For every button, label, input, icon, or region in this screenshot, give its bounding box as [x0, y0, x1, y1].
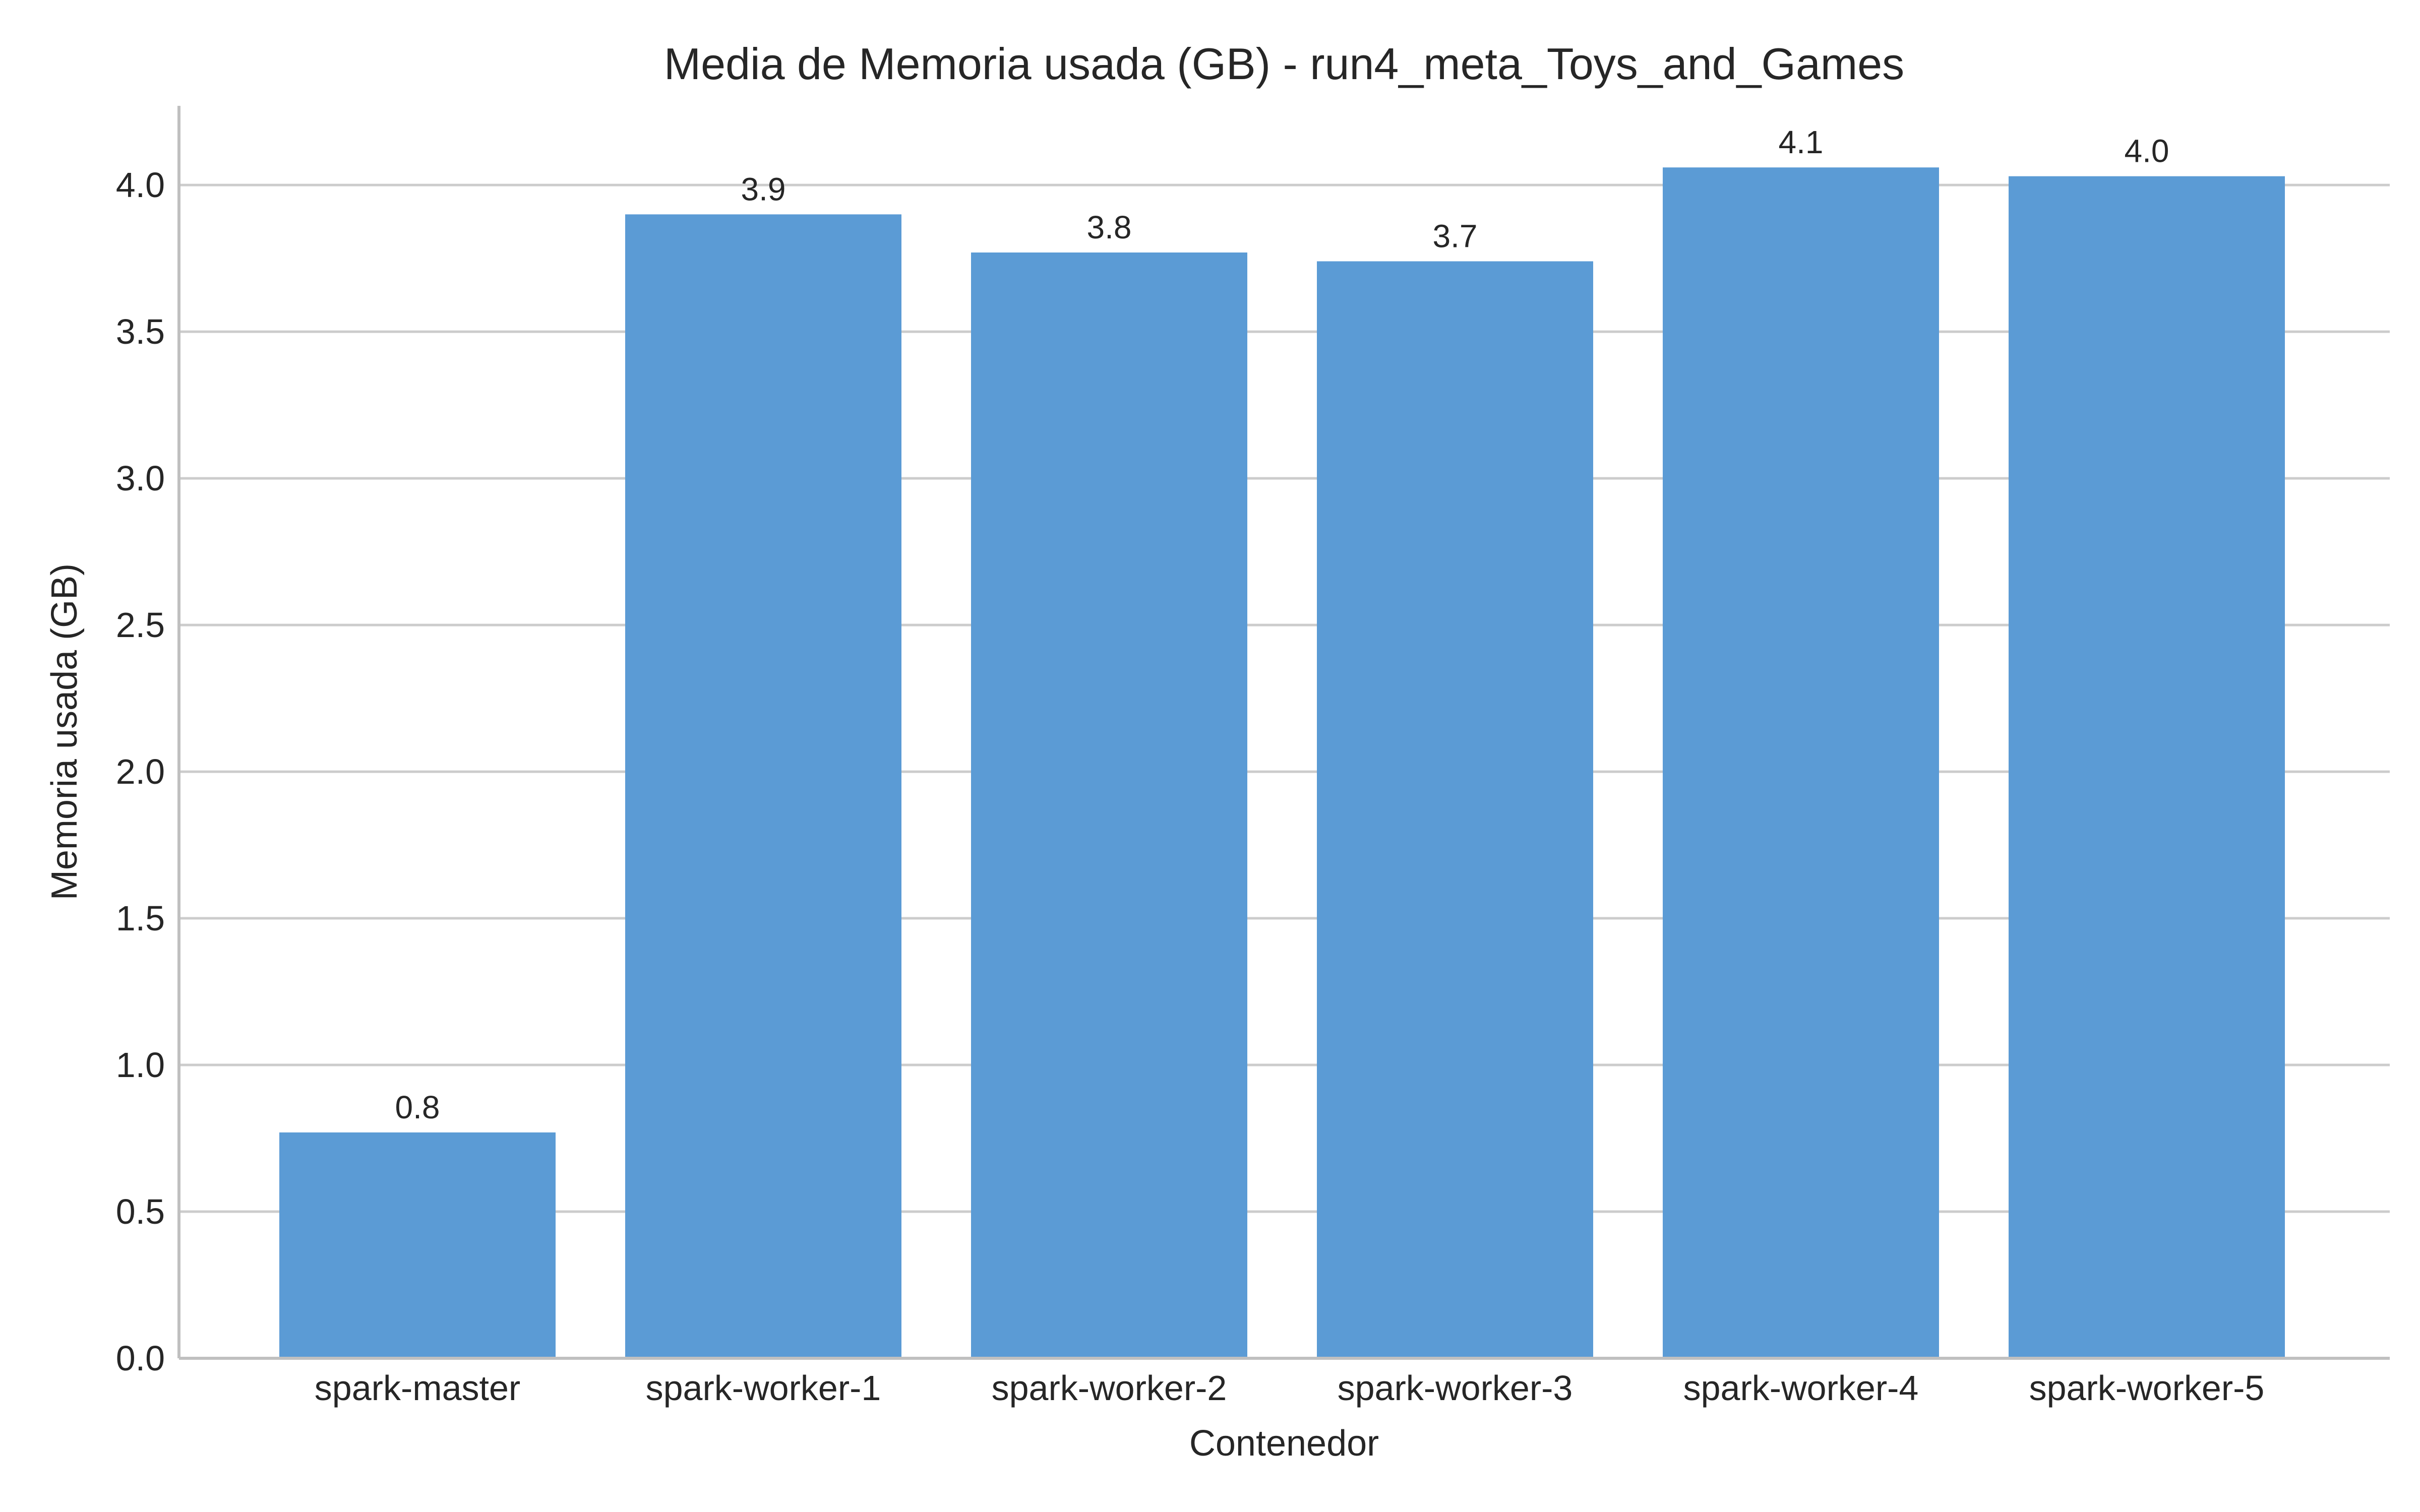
y-tick-label: 2.0 — [116, 752, 165, 791]
y-tick-label: 3.0 — [116, 459, 165, 498]
bar-spark-master — [279, 1132, 556, 1358]
x-tick-labels: spark-master spark-worker-1 spark-worker-2… — [315, 1368, 2265, 1408]
bar-spark-worker-3 — [1317, 261, 1593, 1358]
y-tick-label: 3.5 — [116, 312, 165, 351]
chart-title: Media de Memoria usada (GB) - run4_meta_… — [664, 39, 1904, 89]
bar-spark-worker-4 — [1663, 167, 1939, 1358]
bars — [279, 167, 2285, 1358]
y-tick-label: 2.5 — [116, 605, 165, 645]
bar-value-label: 3.7 — [1433, 218, 1478, 254]
y-tick-labels: 0.0 0.5 1.0 1.5 2.0 2.5 3.0 3.5 4.0 — [116, 165, 165, 1378]
x-tick-label: spark-worker-5 — [2029, 1368, 2265, 1408]
y-axis-title: Memoria usada (GB) — [44, 563, 85, 900]
y-tick-label: 4.0 — [116, 165, 165, 205]
bar-value-label: 4.1 — [1779, 124, 1824, 160]
y-tick-label: 0.0 — [116, 1339, 165, 1378]
bar-value-label: 3.9 — [741, 171, 786, 207]
bar-spark-worker-5 — [2009, 176, 2285, 1358]
bar-value-labels: 0.8 3.9 3.8 3.7 4.1 4.0 — [395, 124, 2169, 1125]
bar-spark-worker-1 — [625, 214, 901, 1358]
x-tick-label: spark-worker-1 — [646, 1368, 881, 1408]
x-tick-label: spark-worker-2 — [992, 1368, 1227, 1408]
bar-value-label: 4.0 — [2125, 133, 2169, 169]
axes — [177, 106, 2390, 1360]
gridlines — [179, 183, 2390, 1213]
bar-spark-worker-2 — [971, 252, 1247, 1358]
y-tick-label: 1.5 — [116, 899, 165, 938]
x-tick-label: spark-worker-4 — [1683, 1368, 1919, 1408]
bar-value-label: 0.8 — [395, 1089, 440, 1125]
x-tick-label: spark-worker-3 — [1338, 1368, 1573, 1408]
y-tick-label: 0.5 — [116, 1192, 165, 1231]
bar-value-label: 3.8 — [1087, 209, 1132, 245]
x-axis-title: Contenedor — [1189, 1423, 1379, 1464]
x-tick-label: spark-master — [315, 1368, 520, 1408]
y-tick-label: 1.0 — [116, 1045, 165, 1085]
